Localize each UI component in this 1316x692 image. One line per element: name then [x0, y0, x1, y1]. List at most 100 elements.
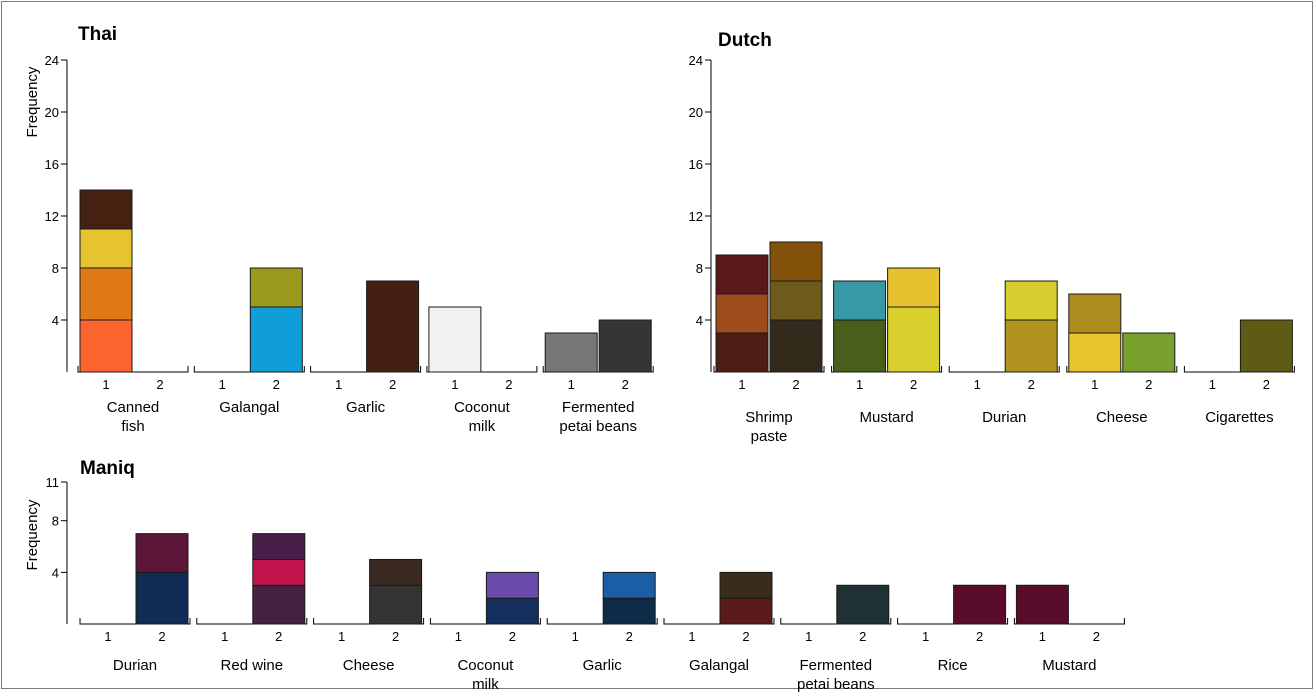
sub-label: 2: [742, 629, 749, 644]
sub-label: 2: [976, 629, 983, 644]
group-fermented-petai-beans: 1 2 Fermented petai beans: [780, 584, 892, 692]
category-label: Garlic: [346, 399, 386, 416]
sub-label: 1: [451, 377, 458, 392]
category-label: Canned: [107, 399, 160, 416]
bar-segment-shrimp-paste-1-2: [715, 293, 769, 334]
category-label: Galangal: [219, 399, 279, 416]
category-label: Mustard: [1042, 657, 1096, 674]
bar-segment-durian-2-2: [1004, 280, 1058, 321]
sub-label: 2: [622, 377, 629, 392]
sub-label: 1: [1039, 629, 1046, 644]
sub-label: 2: [509, 629, 516, 644]
sub-label: 2: [389, 377, 396, 392]
category-label: Red wine: [221, 657, 284, 674]
category-label: petai beans: [797, 676, 875, 692]
bar-segment-garlic-2-1: [366, 280, 420, 373]
sub-label: 1: [974, 377, 981, 392]
group-baseline: [831, 366, 943, 373]
category-label: Mustard: [860, 409, 914, 426]
bar-segment-mustard-1-1: [833, 319, 887, 373]
y-tick-label: 11: [46, 475, 60, 490]
group-baseline: [546, 618, 658, 625]
group-baseline: [713, 366, 825, 373]
group-baseline: [429, 618, 541, 625]
bar-segment-cheese-2-1: [369, 584, 423, 625]
sub-label: 1: [221, 629, 228, 644]
bar-segment-red-wine-2-3: [252, 533, 306, 560]
group-baseline: [897, 618, 1009, 625]
bar-segment-shrimp-paste-2-3: [769, 241, 823, 282]
bar-segment-fermented-petai-beans-2-1: [598, 319, 652, 373]
category-label: Durian: [982, 409, 1026, 426]
group-galangal: 1 2 Galangal: [193, 267, 305, 416]
sub-label: 1: [102, 377, 109, 392]
bar-segment-mustard-2-1: [887, 306, 941, 373]
sub-label: 1: [805, 629, 812, 644]
group-mustard: 1 2 Mustard: [831, 267, 943, 426]
y-tick-label: 8: [52, 261, 59, 276]
group-baseline: [663, 618, 775, 625]
group-galangal: 1 2 Galangal: [663, 571, 775, 674]
sub-label: 1: [738, 377, 745, 392]
group-cheese: 1 2 Cheese: [313, 558, 425, 674]
group-fermented-petai-beans: 1 2 Fermented petai beans: [542, 319, 654, 435]
bar-segment-cheese-1-2: [1068, 293, 1122, 334]
bar-segment-coconut-milk-2-1: [485, 597, 539, 625]
group-baseline: [313, 618, 425, 625]
sub-label: 2: [392, 629, 399, 644]
bar-segment-canned-fish-1-2: [79, 267, 133, 321]
bar-segment-galangal-2-2: [249, 267, 303, 308]
group-mustard: 1 2 Mustard: [1013, 584, 1125, 674]
category-label: Rice: [938, 657, 968, 674]
sub-label: 1: [219, 377, 226, 392]
panel-title: Dutch: [718, 30, 772, 51]
bar-segment-coconut-milk-2-2: [485, 571, 539, 599]
y-tick-label: 20: [45, 105, 59, 120]
group-baseline: [77, 366, 189, 373]
category-label: Garlic: [583, 657, 623, 674]
group-baseline: [310, 366, 422, 373]
sub-label: 1: [335, 377, 342, 392]
sub-label: 1: [922, 629, 929, 644]
sub-label: 1: [856, 377, 863, 392]
group-baseline: [1066, 366, 1178, 373]
category-label: fish: [121, 418, 144, 435]
sub-label: 2: [1263, 377, 1270, 392]
sub-label: 2: [273, 377, 280, 392]
sub-label: 1: [104, 629, 111, 644]
category-label: milk: [469, 418, 496, 435]
category-label: Fermented: [562, 399, 635, 416]
bar-segment-shrimp-paste-2-1: [769, 319, 823, 373]
group-baseline: [1183, 366, 1295, 373]
bar-segment-mustard-1-1: [1015, 584, 1069, 625]
group-baseline: [193, 366, 305, 373]
category-label: Cheese: [1096, 409, 1148, 426]
sub-label: 2: [1093, 629, 1100, 644]
sub-label: 2: [1028, 377, 1035, 392]
category-label: Coconut: [457, 657, 514, 674]
bar-segment-galangal-2-1: [719, 597, 773, 625]
group-coconut-milk: 1 2 Coconut milk: [426, 306, 538, 435]
y-tick-label: 8: [696, 261, 703, 276]
group-baseline: [1013, 618, 1125, 625]
category-label: Cigarettes: [1205, 409, 1273, 426]
y-tick-label: 8: [52, 514, 59, 529]
category-label: milk: [472, 676, 499, 692]
bar-segment-durian-2-2: [135, 533, 189, 573]
sub-label: 2: [158, 629, 165, 644]
y-tick-label: 24: [689, 53, 703, 68]
y-tick-label: 12: [689, 209, 703, 224]
bar-segment-red-wine-2-2: [252, 558, 306, 586]
group-durian: 1 2 Durian: [948, 280, 1060, 426]
y-tick-label: 4: [696, 313, 703, 328]
category-label: Fermented: [800, 657, 873, 674]
bar-segment-cheese-1-1: [1068, 332, 1122, 373]
bar-segment-red-wine-2-1: [252, 584, 306, 625]
